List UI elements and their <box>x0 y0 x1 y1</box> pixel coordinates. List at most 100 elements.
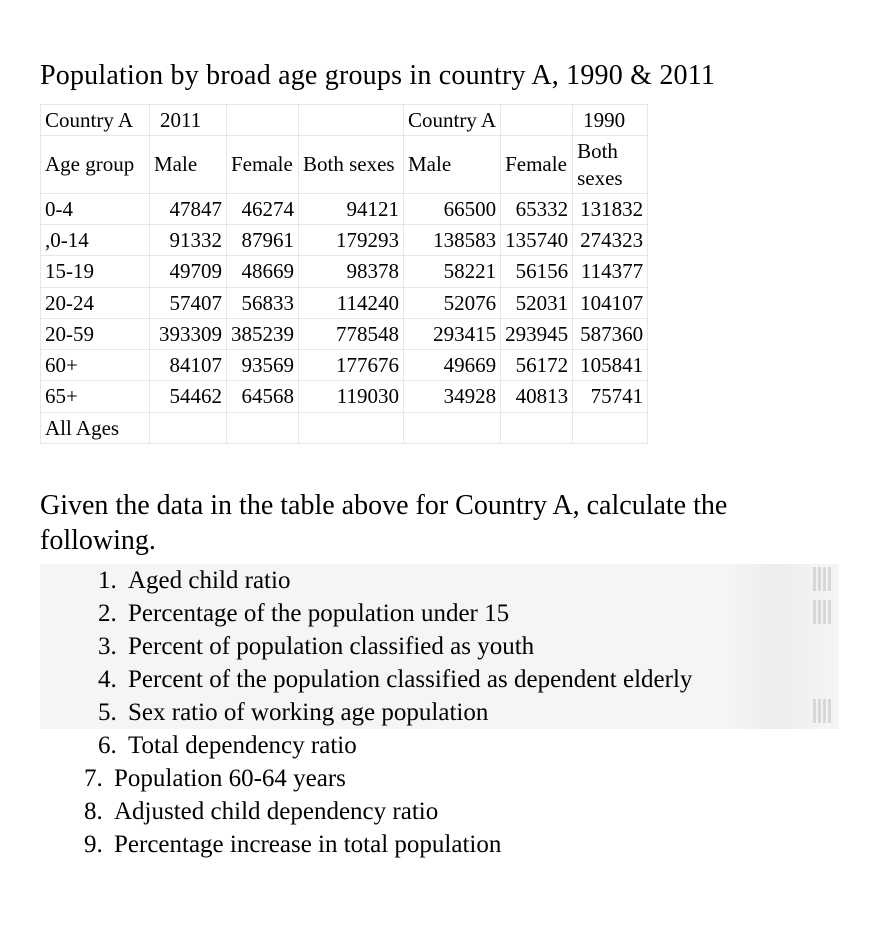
table-cell: 87961 <box>227 225 299 256</box>
table-header-groups: Country A 2011 Country A 1990 <box>41 105 648 136</box>
table-cell: 138583 <box>404 225 501 256</box>
table-cell <box>404 412 501 443</box>
question-list: 1. Aged child ratio2. Percentage of the … <box>40 564 839 861</box>
table-cell: 49709 <box>150 256 227 287</box>
table-cell <box>150 412 227 443</box>
table-cell: 274323 <box>573 225 648 256</box>
table-cell: 93569 <box>227 350 299 381</box>
table-cell: 84107 <box>150 350 227 381</box>
list-item: 8. Adjusted child dependency ratio <box>40 795 839 828</box>
table-cell <box>573 412 648 443</box>
table-cell: 64568 <box>227 381 299 412</box>
question-number: 5. <box>98 696 128 729</box>
page: Population by broad age groups in countr… <box>0 0 869 901</box>
col-both2-line2: sexes <box>577 166 623 190</box>
table-cell: 66500 <box>404 193 501 224</box>
table-cell: 98378 <box>299 256 404 287</box>
table-cell: 52031 <box>501 287 573 318</box>
question-number: 3. <box>98 630 128 663</box>
col-both2: Both sexes <box>573 136 648 194</box>
question-number: 9. <box>84 828 114 861</box>
question-text: Total dependency ratio <box>128 732 357 759</box>
table-cell: 177676 <box>299 350 404 381</box>
table-cell <box>227 412 299 443</box>
question-prompt: Given the data in the table above for Co… <box>40 488 839 558</box>
table-cell: 104107 <box>573 287 648 318</box>
table-cell: 135740 <box>501 225 573 256</box>
table-cell: 40813 <box>501 381 573 412</box>
table-cell: 114240 <box>299 287 404 318</box>
table-cell: 0-4 <box>41 193 150 224</box>
table-cell: 293945 <box>501 318 573 349</box>
table-row: 0-44784746274941216650065332131832 <box>41 193 648 224</box>
table-cell: 47847 <box>150 193 227 224</box>
question-number: 8. <box>84 795 114 828</box>
table-cell: ,0-14 <box>41 225 150 256</box>
question-number: 4. <box>98 663 128 696</box>
table-cell: 56833 <box>227 287 299 318</box>
col-male2: Male <box>404 136 501 194</box>
table-cell: 393309 <box>150 318 227 349</box>
question-text: Aged child ratio <box>128 567 290 594</box>
question-text: Percentage of the population under 15 <box>128 600 509 627</box>
question-text: Population 60-64 years <box>114 765 346 792</box>
table-cell: 56172 <box>501 350 573 381</box>
table-cell: 48669 <box>227 256 299 287</box>
table-row: ,0-149133287961179293138583135740274323 <box>41 225 648 256</box>
table-cell: 57407 <box>150 287 227 318</box>
table-cell: 114377 <box>573 256 648 287</box>
table-cell: 94121 <box>299 193 404 224</box>
list-item: 5. Sex ratio of working age population <box>40 696 839 729</box>
table-cell: 131832 <box>573 193 648 224</box>
table-row: 20-5939330938523977854829341529394558736… <box>41 318 648 349</box>
question-text: Percent of population classified as yout… <box>128 633 534 660</box>
question-number: 1. <box>98 564 128 597</box>
table-row: 60+84107935691776764966956172105841 <box>41 350 648 381</box>
table-row: 65+5446264568119030349284081375741 <box>41 381 648 412</box>
list-item: 3. Percent of population classified as y… <box>40 630 839 663</box>
table-cell: 56156 <box>501 256 573 287</box>
empty-cell <box>227 105 299 136</box>
col-both: Both sexes <box>299 136 404 194</box>
list-item: 2. Percentage of the population under 15 <box>40 597 839 630</box>
table-cell: 587360 <box>573 318 648 349</box>
col-both2-line1: Both <box>577 139 618 163</box>
question-text: Percentage increase in total population <box>114 831 501 858</box>
table-row: 15-194970948669983785822156156114377 <box>41 256 648 287</box>
list-item: 9. Percentage increase in total populati… <box>40 828 839 861</box>
group2-year: 1990 <box>573 105 648 136</box>
list-item: 6. Total dependency ratio <box>40 729 839 762</box>
table-cell: 34928 <box>404 381 501 412</box>
table-cell: 65+ <box>41 381 150 412</box>
table-cell: 52076 <box>404 287 501 318</box>
col-female: Female <box>227 136 299 194</box>
empty-cell <box>501 105 573 136</box>
question-text: Adjusted child dependency ratio <box>114 798 438 825</box>
col-female2: Female <box>501 136 573 194</box>
question-text: Percent of the population classified as … <box>128 666 692 693</box>
question-number: 7. <box>84 762 114 795</box>
question-text: Sex ratio of working age population <box>128 699 488 726</box>
table-cell: 65332 <box>501 193 573 224</box>
table-cell <box>501 412 573 443</box>
group2-country: Country A <box>404 105 501 136</box>
table-cell: 58221 <box>404 256 501 287</box>
list-item: 1. Aged child ratio <box>40 564 839 597</box>
table-cell: 49669 <box>404 350 501 381</box>
decorative-bars-icon <box>813 600 831 624</box>
table-cell: 119030 <box>299 381 404 412</box>
table-cell: 91332 <box>150 225 227 256</box>
list-item: 4. Percent of the population classified … <box>40 663 839 696</box>
group1-country: Country A <box>41 105 150 136</box>
table-cell: 46274 <box>227 193 299 224</box>
table-cell: 75741 <box>573 381 648 412</box>
table-cell: All Ages <box>41 412 150 443</box>
question-number: 6. <box>98 729 128 762</box>
table-cell: 15-19 <box>41 256 150 287</box>
table-cell: 60+ <box>41 350 150 381</box>
table-row: All Ages <box>41 412 648 443</box>
question-number: 2. <box>98 597 128 630</box>
page-title: Population by broad age groups in countr… <box>40 60 839 92</box>
table-cell: 54462 <box>150 381 227 412</box>
table-cell: 179293 <box>299 225 404 256</box>
